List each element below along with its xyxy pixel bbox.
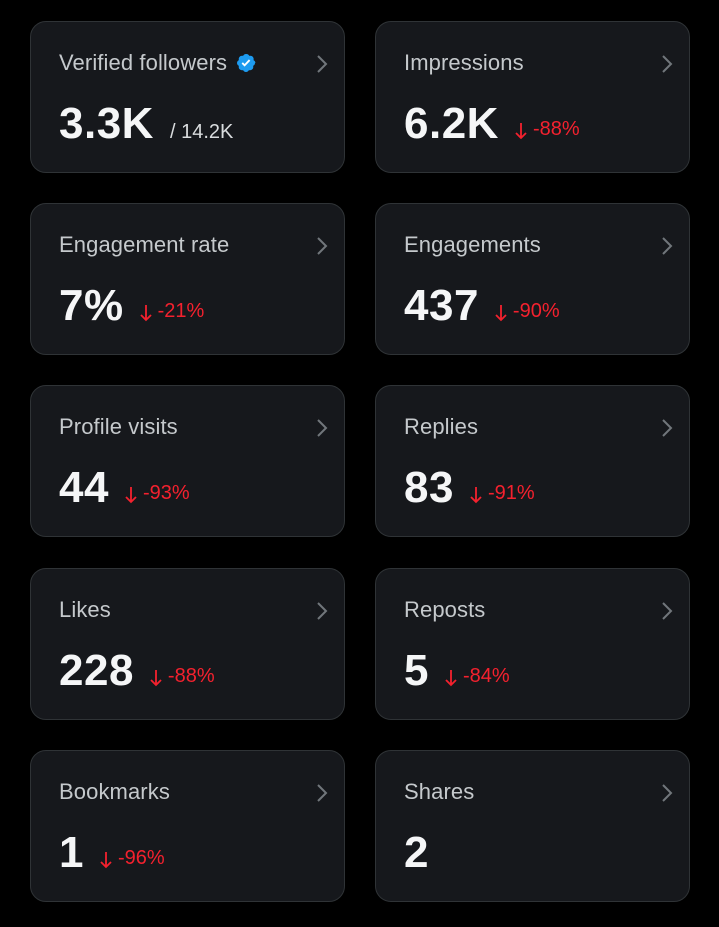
value-row: 6.2K -88% <box>404 100 580 148</box>
value-row: 1 -96% <box>59 829 165 877</box>
metric-change: -88% <box>515 118 580 141</box>
card-engagement-rate[interactable]: Engagement rate 7% -21% <box>30 203 345 355</box>
chevron-right-icon <box>662 784 673 802</box>
chevron-right-icon <box>662 237 673 255</box>
metric-change-text: -88% <box>532 117 580 140</box>
chevron-right-icon <box>317 784 328 802</box>
card-reposts[interactable]: Reposts 5 -84% <box>375 568 690 720</box>
metric-change-text: -88% <box>167 664 215 687</box>
metric-value: 5 <box>404 646 429 695</box>
card-title: Engagements <box>404 232 541 257</box>
metric-change-text: -96% <box>117 846 165 869</box>
metric-change: -88% <box>150 665 215 688</box>
chevron-right-icon <box>662 419 673 437</box>
chevron-right-icon <box>317 237 328 255</box>
card-title: Bookmarks <box>59 779 170 804</box>
chevron-right-icon <box>317 602 328 620</box>
metric-value: 44 <box>59 463 109 512</box>
card-title: Engagement rate <box>59 232 230 257</box>
card-shares[interactable]: Shares 2 <box>375 750 690 902</box>
chevron-right-icon <box>317 55 328 73</box>
metric-change-text: -91% <box>487 481 535 504</box>
metric-change: -90% <box>495 300 560 323</box>
metric-change-text: -84% <box>462 664 510 687</box>
chevron-right-icon <box>317 419 328 437</box>
down-arrow-icon <box>125 487 137 504</box>
value-row: 83 -91% <box>404 464 535 512</box>
metric-total: / 14.2K <box>169 121 234 143</box>
card-engagements[interactable]: Engagements 437 -90% <box>375 203 690 355</box>
value-row: 7% -21% <box>59 282 204 330</box>
metric-change-text: -90% <box>512 299 560 322</box>
down-arrow-icon <box>150 670 162 687</box>
metric-value: 1 <box>59 828 84 877</box>
verified-badge-icon <box>235 52 257 74</box>
value-row: 5 -84% <box>404 647 510 695</box>
card-impressions[interactable]: Impressions 6.2K -88% <box>375 21 690 173</box>
chevron-right-icon <box>662 55 673 73</box>
down-arrow-icon <box>515 123 527 140</box>
card-replies[interactable]: Replies 83 -91% <box>375 385 690 537</box>
card-bookmarks[interactable]: Bookmarks 1 -96% <box>30 750 345 902</box>
metric-value: 6.2K <box>404 99 499 148</box>
metric-change: -93% <box>125 482 190 505</box>
card-title: Replies <box>404 414 479 439</box>
metric-value: 228 <box>59 646 134 695</box>
metric-change: -21% <box>139 299 205 323</box>
card-title: Impressions <box>404 50 524 75</box>
chevron-right-icon <box>662 602 673 620</box>
card-title: Verified followers <box>59 50 257 76</box>
down-arrow-icon <box>445 670 457 687</box>
metric-change: -84% <box>445 665 510 688</box>
down-arrow-icon <box>100 852 112 869</box>
metric-value: 2 <box>404 828 429 877</box>
card-verified-followers[interactable]: Verified followers 3.3K / 14.2K <box>30 21 345 173</box>
card-title: Profile visits <box>59 414 178 439</box>
card-title-text: Verified followers <box>59 50 228 75</box>
metric-value: 7% <box>59 281 124 330</box>
metric-value: 437 <box>404 281 479 330</box>
down-arrow-icon <box>495 305 507 322</box>
value-row: 44 -93% <box>59 464 190 512</box>
card-likes[interactable]: Likes 228 -88% <box>30 568 345 720</box>
metric-change: -91% <box>470 482 535 505</box>
metric-change-text: -21% <box>157 299 205 322</box>
down-arrow-icon <box>139 305 152 322</box>
card-title: Reposts <box>404 597 486 622</box>
value-row: 228 -88% <box>59 647 215 695</box>
metric-change-text: -93% <box>142 481 190 504</box>
metric-change: -96% <box>100 847 165 870</box>
card-title: Shares <box>404 779 475 804</box>
value-row: 3.3K / 14.2K <box>59 100 233 148</box>
value-row: 2 <box>404 829 429 877</box>
down-arrow-icon <box>470 487 482 504</box>
metric-value: 83 <box>404 463 454 512</box>
card-profile-visits[interactable]: Profile visits 44 -93% <box>30 385 345 537</box>
card-title: Likes <box>59 597 111 622</box>
metric-value: 3.3K <box>59 99 154 148</box>
value-row: 437 -90% <box>404 282 560 330</box>
